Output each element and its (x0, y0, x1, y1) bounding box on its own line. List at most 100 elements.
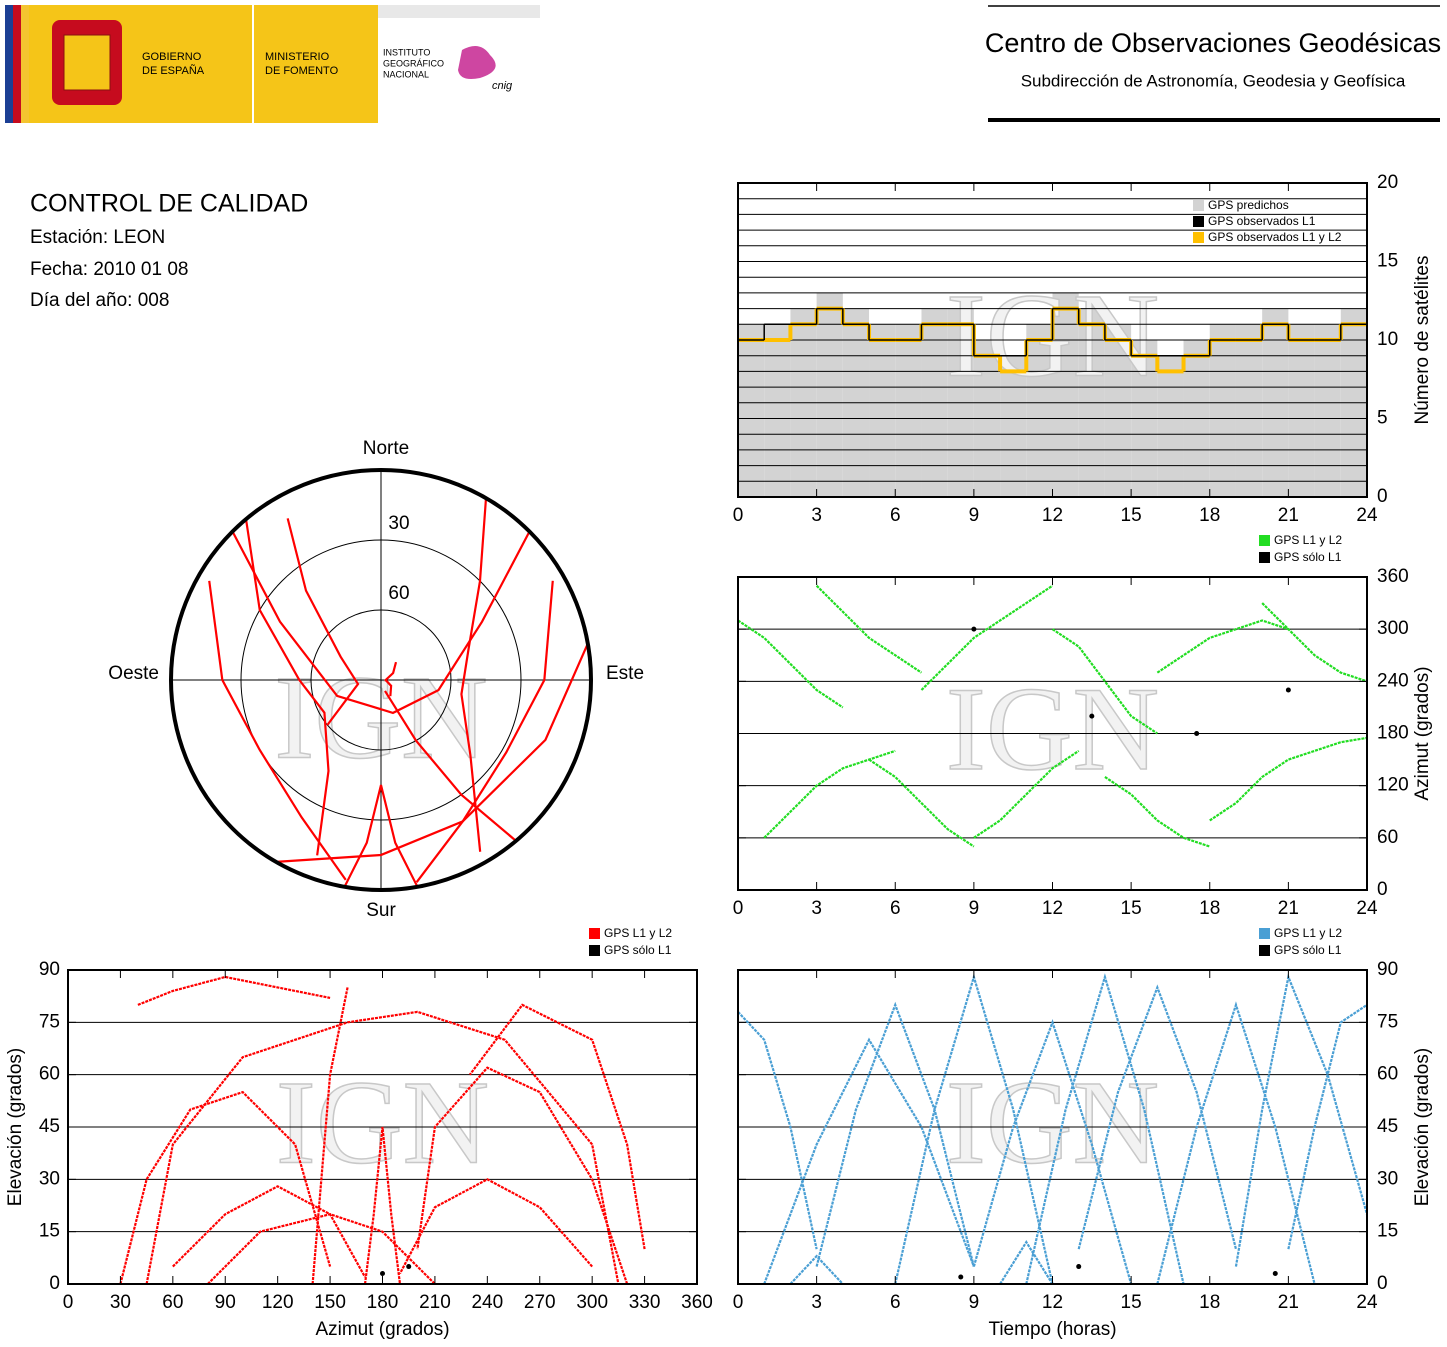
info-title: CONTROL DE CALIDAD (30, 190, 308, 218)
plot: IGN (738, 198, 1367, 497)
y-tick-label: 240 (1377, 670, 1409, 691)
x-tick-label: 3 (811, 1292, 822, 1313)
predicted-step (738, 324, 765, 497)
plot-frame (67, 969, 698, 1285)
coat-of-arms (63, 34, 111, 91)
plot-frame (737, 576, 1368, 891)
satellite-track (119, 1090, 332, 1284)
predicted-step (1052, 292, 1079, 497)
x-tick-label: 0 (733, 1292, 744, 1313)
satellite-track (363, 1126, 402, 1284)
satellite-track (1287, 1003, 1367, 1250)
x-tick-label: 3 (811, 898, 822, 919)
x-tick-label: 24 (1356, 505, 1378, 526)
info-doy: Día del año: 008 (30, 290, 169, 311)
predicted-step (1026, 324, 1053, 497)
x-tick-label: 15 (1121, 1292, 1142, 1313)
satellite-track (1104, 776, 1211, 848)
watermark: IGN (946, 269, 1159, 402)
chart: IGN 0 5 10 15 20 0 3 6 9 12 15 18 21 24 Número de satél… (733, 172, 1433, 526)
satellite-track (1077, 984, 1238, 1250)
predicted-step (816, 292, 843, 497)
legend-swatch (589, 928, 600, 939)
predicted-step (764, 324, 791, 497)
x-tick-label: 210 (419, 1292, 451, 1313)
legend-swatch (1259, 945, 1270, 956)
legend-label: GPS observados L1 (1208, 214, 1316, 228)
satellite-track (343, 784, 419, 888)
y-tick-label: 45 (39, 1116, 60, 1137)
x-tick-label: 21 (1278, 505, 1299, 526)
satellite-track (275, 643, 589, 863)
satellite-track (172, 1185, 366, 1278)
legend-label: GPS sólo L1 (1274, 943, 1342, 957)
satellite-track (416, 1066, 629, 1284)
y-tick-label: 75 (39, 1011, 60, 1032)
center-subtitle: Subdirección de Astronomía, Geodesia y G… (1021, 71, 1406, 90)
x-tick-label: 18 (1199, 898, 1220, 919)
x-tick-label: 90 (215, 1292, 236, 1313)
satellite-track (868, 758, 975, 848)
predicted-step (895, 324, 922, 497)
cnig-text: cnig (492, 80, 513, 92)
satellite-track (137, 975, 331, 1006)
x-tick-label: 6 (890, 898, 901, 919)
l1-only-point (958, 1274, 964, 1280)
legend-label: GPS L1 y L2 (1274, 926, 1342, 940)
info-date: Fecha: 2010 01 08 (30, 259, 188, 280)
x-axis-label: Tiempo (horas) (988, 1319, 1116, 1340)
l1-only-point (1272, 1271, 1278, 1277)
legend-swatch (1259, 552, 1270, 563)
predicted-step (1157, 355, 1184, 497)
l1-only-point (1076, 1264, 1082, 1270)
satellite-track (920, 584, 1054, 691)
chart: IGN 0 15 30 45 60 75 90 0 30 60 90 120 150 180 210 240 27… (5, 959, 713, 1340)
satellite-track (1025, 973, 1185, 1284)
gov-text: DE ESPAÑA (142, 64, 205, 77)
y-tick-label: 60 (1377, 827, 1398, 848)
direction-label: Sur (366, 900, 396, 921)
chart: IGN 0 60 120 180 240 300 360 0 3 6 9 12 15 18 21 24 Azimu… (733, 566, 1433, 919)
x-tick-label: 150 (314, 1292, 346, 1313)
x-tick-label: 12 (1042, 1292, 1063, 1313)
elevation-ring (310, 609, 452, 751)
plot: IGN (738, 970, 1367, 1284)
satellite-track (763, 1037, 975, 1284)
legend-swatch (1259, 535, 1270, 546)
y-axis-label: Azimut (grados) (1412, 666, 1433, 800)
satellite-track (231, 530, 531, 715)
ring-label: 60 (388, 583, 409, 604)
x-axis-label: Azimut (grados) (315, 1319, 449, 1340)
plot: IGN (738, 577, 1367, 890)
institute-bar (378, 5, 540, 18)
l1-only-point (1194, 731, 1200, 736)
elevation-ring (240, 539, 522, 821)
ministry-text: DE FOMENTO (265, 65, 339, 77)
y-tick-label: 90 (1377, 959, 1398, 980)
l1-only-point (1285, 687, 1291, 693)
institute-text: INSTITUTO (383, 47, 430, 57)
plot: IGN (68, 970, 697, 1284)
legend-swatch (1193, 216, 1204, 227)
satellite-track (415, 580, 554, 883)
plot-frame (737, 182, 1368, 498)
x-tick-label: 9 (969, 505, 980, 526)
x-tick-label: 0 (733, 505, 744, 526)
satellite-track (384, 661, 398, 697)
predicted-step (1104, 324, 1132, 497)
x-tick-label: 18 (1199, 1292, 1220, 1313)
x-tick-label: 6 (890, 1292, 901, 1313)
satellite-track (815, 1001, 975, 1267)
satellite-track (999, 1240, 1054, 1284)
legend-label: GPS observados L1 y L2 (1208, 230, 1342, 244)
info-station: Estación: LEON (30, 227, 165, 248)
x-tick-label: 15 (1121, 898, 1142, 919)
satellite-track (460, 498, 488, 852)
y-tick-label: 90 (39, 959, 60, 980)
satellite-track (145, 1010, 620, 1284)
y-tick-label: 15 (1377, 251, 1398, 272)
x-tick-label: 6 (890, 505, 901, 526)
x-tick-label: 300 (576, 1292, 608, 1313)
satellite-track (738, 619, 844, 709)
